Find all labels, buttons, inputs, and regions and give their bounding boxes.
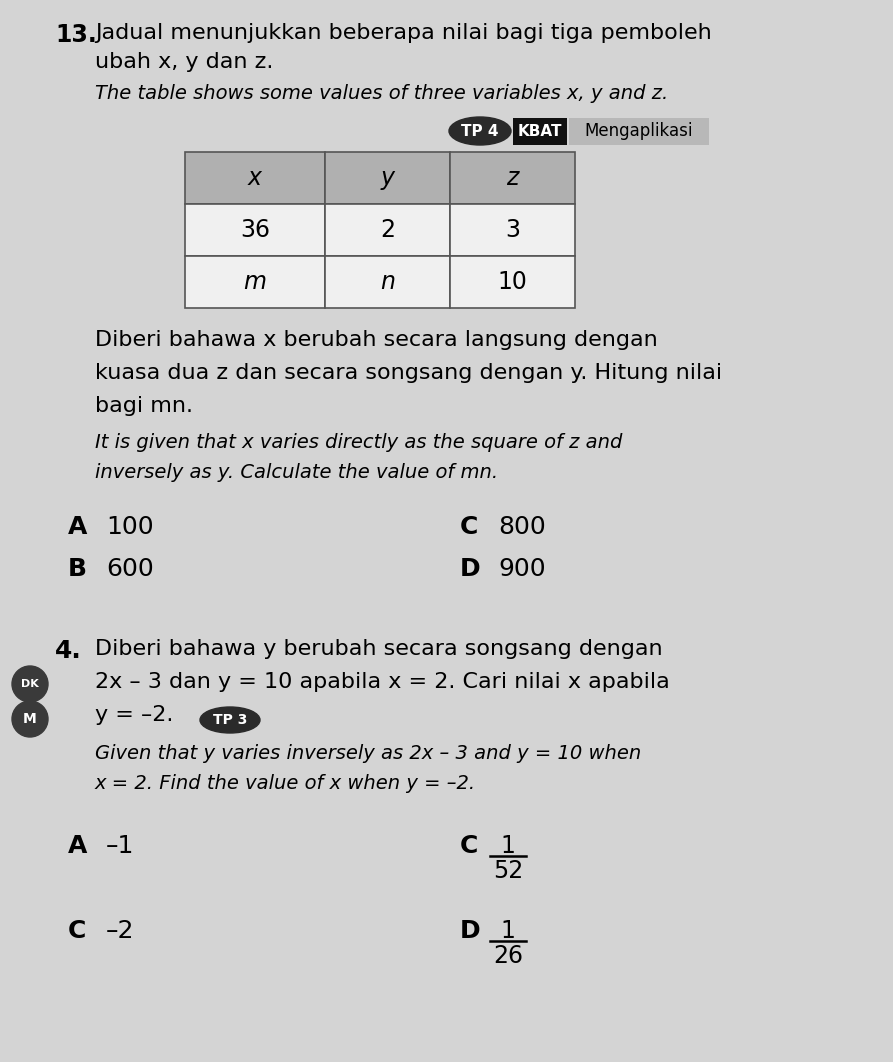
FancyBboxPatch shape bbox=[513, 118, 567, 145]
Text: 26: 26 bbox=[493, 944, 523, 967]
Text: –1: –1 bbox=[106, 834, 134, 858]
Text: 36: 36 bbox=[240, 218, 270, 242]
FancyBboxPatch shape bbox=[325, 152, 450, 204]
Text: D: D bbox=[460, 556, 480, 581]
Text: TP 3: TP 3 bbox=[213, 713, 247, 727]
Text: M: M bbox=[23, 712, 37, 726]
Text: The table shows some values of three variables x, y and z.: The table shows some values of three var… bbox=[95, 84, 668, 103]
Text: z: z bbox=[506, 166, 519, 190]
FancyBboxPatch shape bbox=[325, 204, 450, 256]
Ellipse shape bbox=[200, 707, 260, 733]
Text: 3: 3 bbox=[505, 218, 520, 242]
Text: Diberi bahawa x berubah secara langsung dengan: Diberi bahawa x berubah secara langsung … bbox=[95, 330, 658, 350]
Text: C: C bbox=[68, 919, 87, 943]
Text: Diberi bahawa y berubah secara songsang dengan: Diberi bahawa y berubah secara songsang … bbox=[95, 639, 663, 660]
Text: y: y bbox=[380, 166, 395, 190]
Text: x: x bbox=[248, 166, 262, 190]
Text: 600: 600 bbox=[106, 556, 154, 581]
Text: D: D bbox=[460, 919, 480, 943]
Text: It is given that x varies directly as the square of z and: It is given that x varies directly as th… bbox=[95, 433, 622, 452]
Text: KBAT: KBAT bbox=[518, 124, 563, 139]
Text: 100: 100 bbox=[106, 515, 154, 539]
Text: m: m bbox=[244, 270, 266, 294]
Text: bagi mn.: bagi mn. bbox=[95, 396, 193, 416]
Ellipse shape bbox=[449, 117, 511, 145]
FancyBboxPatch shape bbox=[185, 152, 325, 204]
Text: 13.: 13. bbox=[55, 23, 96, 47]
Text: C: C bbox=[460, 515, 479, 539]
Text: n: n bbox=[380, 270, 395, 294]
Text: 1: 1 bbox=[501, 834, 515, 858]
FancyBboxPatch shape bbox=[450, 152, 575, 204]
Text: 900: 900 bbox=[498, 556, 546, 581]
Text: B: B bbox=[68, 556, 87, 581]
Text: A: A bbox=[68, 834, 88, 858]
Text: ubah x, y dan z.: ubah x, y dan z. bbox=[95, 52, 273, 72]
Text: A: A bbox=[68, 515, 88, 539]
Text: 1: 1 bbox=[501, 919, 515, 943]
Text: –2: –2 bbox=[106, 919, 135, 943]
Circle shape bbox=[12, 701, 48, 737]
Text: Jadual menunjukkan beberapa nilai bagi tiga pemboleh: Jadual menunjukkan beberapa nilai bagi t… bbox=[95, 23, 712, 42]
Circle shape bbox=[12, 666, 48, 702]
FancyBboxPatch shape bbox=[185, 256, 325, 308]
Text: x = 2. Find the value of x when y = –2.: x = 2. Find the value of x when y = –2. bbox=[95, 774, 476, 793]
Text: 2x – 3 dan y = 10 apabila x = 2. Cari nilai x apabila: 2x – 3 dan y = 10 apabila x = 2. Cari ni… bbox=[95, 672, 670, 692]
FancyBboxPatch shape bbox=[185, 204, 325, 256]
FancyBboxPatch shape bbox=[450, 256, 575, 308]
Text: y = –2.: y = –2. bbox=[95, 705, 173, 725]
Text: TP 4: TP 4 bbox=[462, 123, 499, 138]
Text: kuasa dua z dan secara songsang dengan y. Hitung nilai: kuasa dua z dan secara songsang dengan y… bbox=[95, 363, 722, 383]
Text: C: C bbox=[460, 834, 479, 858]
FancyBboxPatch shape bbox=[569, 118, 709, 145]
Text: 2: 2 bbox=[380, 218, 395, 242]
Text: DK: DK bbox=[21, 679, 39, 689]
Text: 800: 800 bbox=[498, 515, 546, 539]
Text: 10: 10 bbox=[497, 270, 528, 294]
Text: Mengaplikasi: Mengaplikasi bbox=[585, 122, 693, 140]
Text: 52: 52 bbox=[493, 859, 523, 883]
FancyBboxPatch shape bbox=[325, 256, 450, 308]
Text: inversely as y. Calculate the value of mn.: inversely as y. Calculate the value of m… bbox=[95, 463, 498, 482]
FancyBboxPatch shape bbox=[450, 204, 575, 256]
Text: 4.: 4. bbox=[55, 639, 82, 663]
Text: Given that y varies inversely as 2x – 3 and y = 10 when: Given that y varies inversely as 2x – 3 … bbox=[95, 744, 641, 763]
